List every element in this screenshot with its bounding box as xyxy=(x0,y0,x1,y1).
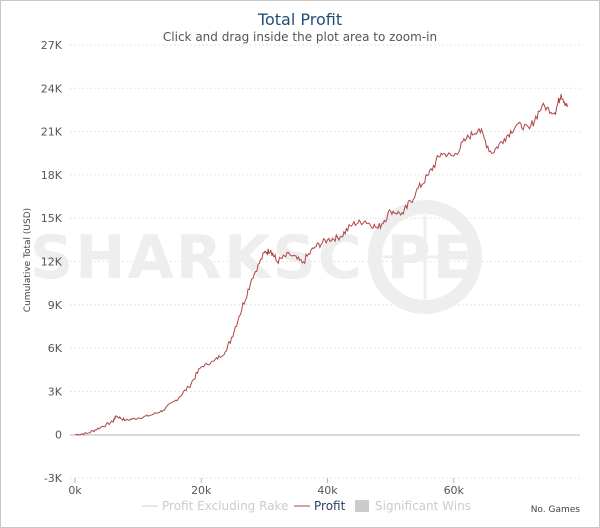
x-axis-label: No. Games xyxy=(531,505,581,515)
legend-label: Significant Wins xyxy=(375,499,471,513)
x-tick-label: 0k xyxy=(68,484,82,497)
legend-square-icon xyxy=(355,500,369,512)
x-axis-ticks: 0k 20k 40k 60k xyxy=(68,478,465,497)
y-tick-label: 24K xyxy=(41,82,63,95)
y-tick-label: 21K xyxy=(41,126,63,139)
grid-lines xyxy=(70,44,580,479)
legend-item-profit-excluding-rake[interactable]: Profit Excluding Rake xyxy=(142,499,288,513)
watermark-scope-icon xyxy=(368,200,482,314)
y-tick-label: 12K xyxy=(41,256,63,269)
series-profit-line[interactable] xyxy=(74,94,568,436)
y-tick-label: 27K xyxy=(41,39,63,52)
legend-item-significant-wins[interactable]: Significant Wins xyxy=(355,499,471,513)
legend: Profit Excluding Rake Profit Significant… xyxy=(142,499,471,513)
y-tick-label: 18K xyxy=(41,169,63,182)
y-axis-ticks: 27K 24K 21K 18K 15K 12K 9K 6K 3K 0 -3K xyxy=(41,39,63,485)
y-tick-label: 9K xyxy=(48,299,63,312)
y-tick-label: 0 xyxy=(55,429,62,442)
watermark: SHARKSC PE xyxy=(30,200,482,314)
y-tick-label: 15K xyxy=(41,212,63,225)
legend-label: Profit xyxy=(314,499,346,513)
y-tick-label: 3K xyxy=(48,385,63,398)
legend-label: Profit Excluding Rake xyxy=(162,499,288,513)
x-tick-label: 40k xyxy=(317,484,338,497)
chart-title: Total Profit xyxy=(257,10,342,29)
x-tick-label: 20k xyxy=(191,484,212,497)
chart-subtitle: Click and drag inside the plot area to z… xyxy=(163,30,437,44)
y-axis-label: Cumulative Total (USD) xyxy=(23,208,33,312)
x-tick-label: 60k xyxy=(444,484,465,497)
y-tick-label: -3K xyxy=(44,472,63,485)
legend-item-profit[interactable]: Profit xyxy=(294,499,346,513)
y-tick-label: 6K xyxy=(48,342,63,355)
